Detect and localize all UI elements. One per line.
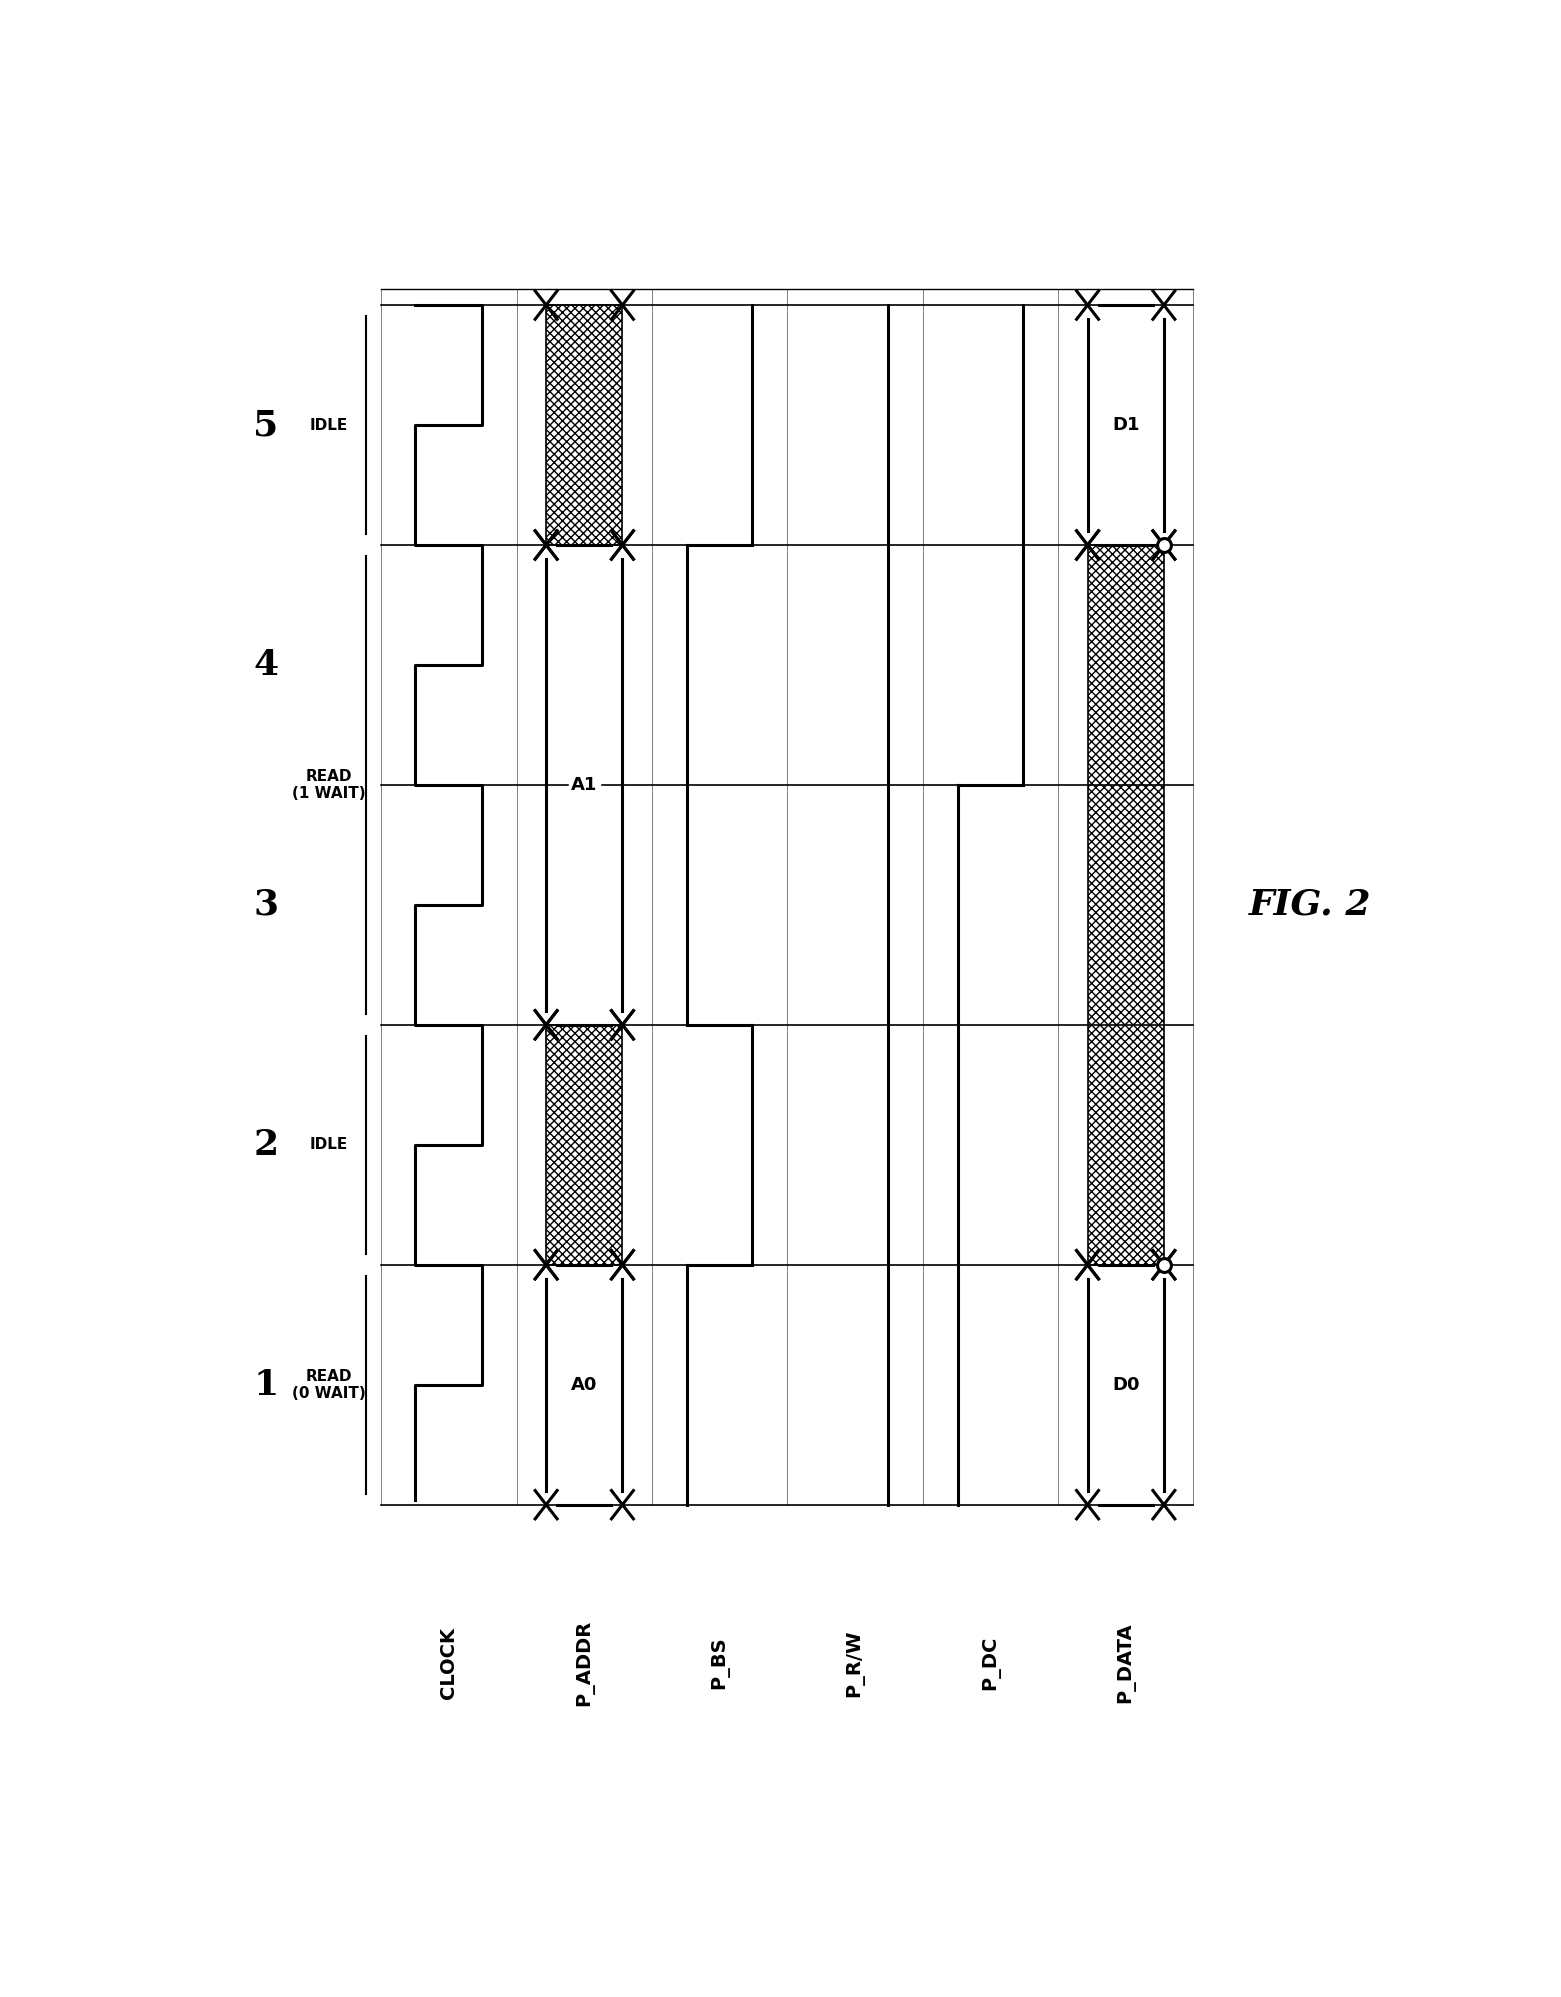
Text: IDLE: IDLE	[311, 417, 348, 433]
Text: 2: 2	[253, 1128, 278, 1162]
Text: D1: D1	[1111, 415, 1140, 433]
Text: P_DATA: P_DATA	[1116, 1622, 1135, 1703]
Text: FIG. 2: FIG. 2	[1249, 889, 1371, 923]
Text: D0: D0	[1111, 1376, 1140, 1394]
Text: A1: A1	[571, 777, 598, 795]
Text: READ
(0 WAIT): READ (0 WAIT)	[292, 1368, 365, 1402]
Text: 5: 5	[253, 407, 278, 441]
Text: 3: 3	[253, 889, 278, 923]
Text: P_BS: P_BS	[710, 1636, 729, 1689]
Text: P_ADDR: P_ADDR	[574, 1620, 593, 1705]
Text: 1: 1	[253, 1368, 278, 1402]
Text: A0: A0	[571, 1376, 598, 1394]
Text: P_DC: P_DC	[980, 1636, 1001, 1689]
Text: P_R/W: P_R/W	[846, 1630, 865, 1697]
Text: 4: 4	[253, 647, 278, 681]
Text: READ
(1 WAIT): READ (1 WAIT)	[292, 769, 365, 801]
Text: IDLE: IDLE	[311, 1138, 348, 1152]
Text: CLOCK: CLOCK	[440, 1628, 459, 1699]
